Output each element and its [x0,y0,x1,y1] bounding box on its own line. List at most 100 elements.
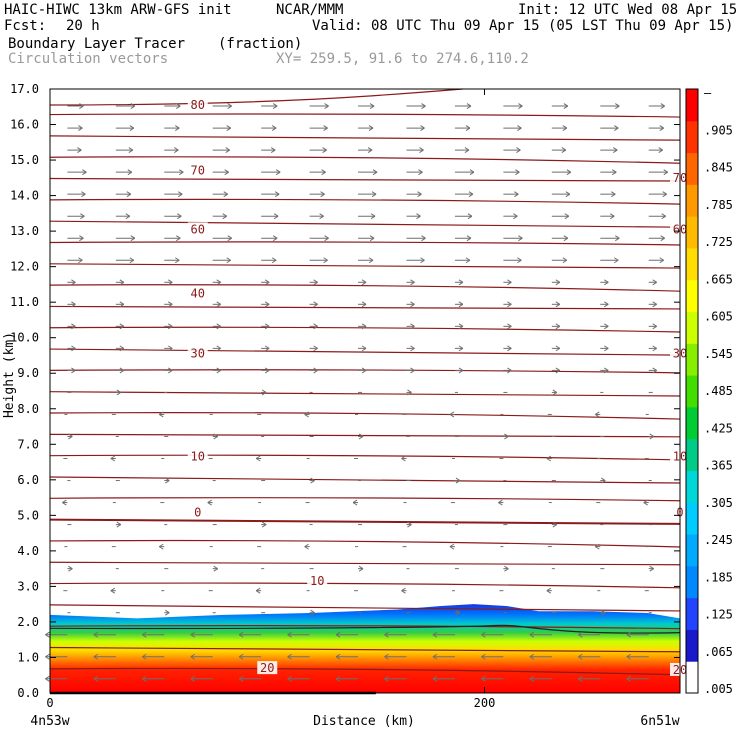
vector-head [555,323,561,330]
vector-head [660,235,665,242]
colorbar-segment [686,470,698,503]
vector-head [130,235,136,242]
vector-head [407,389,412,396]
x-start-label: 4n53w [30,714,69,729]
vector-head [410,345,415,352]
vector-head [323,125,328,132]
vector-head [81,191,86,198]
contour-line [49,220,681,228]
contour-label: 20 [260,661,274,675]
vector-head [335,675,341,682]
y-tick-label: 1.0 [17,650,39,664]
vector-head [125,213,131,220]
vector-head [384,653,389,660]
vector-head [613,147,618,154]
vector-head [458,345,464,352]
vector-head [313,301,318,308]
vector-head [168,345,173,352]
vector-head [604,367,609,374]
vector-head [565,191,571,198]
y-tick-label: 9.0 [17,366,39,380]
contour-label-bg [187,163,208,177]
y-tick-label: 6.0 [17,473,39,487]
vector-head [320,191,325,198]
vector-head [264,367,270,374]
vector-head [660,103,665,109]
tracer-boundary-line [49,624,681,634]
colorbar-label: .725 [704,235,733,249]
vector-head [449,411,455,418]
vector-head [416,213,421,220]
colorbar-label: .905 [704,123,733,137]
vector-head [159,411,164,418]
vector-head [274,191,280,198]
vector-head [662,191,667,198]
vector-head [401,455,406,462]
colorbar-segment [686,89,698,122]
vector-head [168,301,173,308]
vector-head [432,631,438,638]
vector-head [372,169,378,176]
vector-head [643,499,648,506]
vector-head [649,433,654,440]
vector-head [126,191,132,198]
y-tick-label: 10.0 [10,331,39,345]
field-units: (fraction) [218,36,303,52]
vector-head [370,213,376,220]
vector-head [595,543,600,550]
colorbar-label: .365 [704,459,733,473]
vector-head [601,609,606,616]
vector-head [458,301,464,308]
vector-head [458,367,464,374]
colorbar-segment [686,502,698,535]
axes: 0.0 1.0 2.0 3.0 4.0 5.0 6.0 7.0 8.0 9.0 10.0 11.0 12… [10,82,681,710]
contour-line [49,88,463,106]
vector-head [555,279,561,286]
y-tick-label: 12.0 [10,260,39,274]
contour-label: 30 [190,347,204,361]
y-axis-label: Height (km) [2,332,17,418]
vector-head [481,653,486,660]
vector-head [116,521,122,528]
vector-head [216,345,221,352]
vector-head [142,631,147,638]
colorbar-segment [686,184,698,217]
contour-line [49,561,681,566]
vector-head [604,345,609,352]
vector-head [190,653,195,660]
vector-head [562,257,568,264]
vector-head [93,675,99,682]
model-title: HAIC-HIWC 13km ARW-GFS init [4,2,232,18]
vector-head [610,213,615,220]
contour-line [49,646,681,653]
colorbar-segment [686,375,698,408]
vector-head [507,301,512,308]
vector-head [165,609,170,616]
colorbar-segment [686,311,698,344]
vector-head [626,631,631,638]
y-tick-label: 5.0 [17,508,39,522]
colorbar-segment [686,343,698,376]
vector-head [238,653,244,660]
contour-line [49,177,681,182]
vector-head [507,367,512,374]
vector-head [71,323,76,330]
y-tick-label: 3.0 [17,579,39,593]
vector-head [313,345,318,352]
vector-head [304,411,309,418]
vector-head [515,169,520,176]
colorbar-label: .665 [704,272,733,286]
vector-head [604,301,609,308]
vector-head [421,103,426,109]
vector-head [410,279,415,286]
vector-head [225,147,230,154]
vector-head [216,367,221,374]
vector-head [129,257,135,264]
y-tick-label: 15.0 [10,153,39,167]
vector-head [455,609,461,616]
vector-head [614,257,619,264]
vector-head [401,587,406,594]
vector-head [481,631,486,638]
contour-label-bg [187,346,208,360]
colorbar-segment [686,438,698,471]
